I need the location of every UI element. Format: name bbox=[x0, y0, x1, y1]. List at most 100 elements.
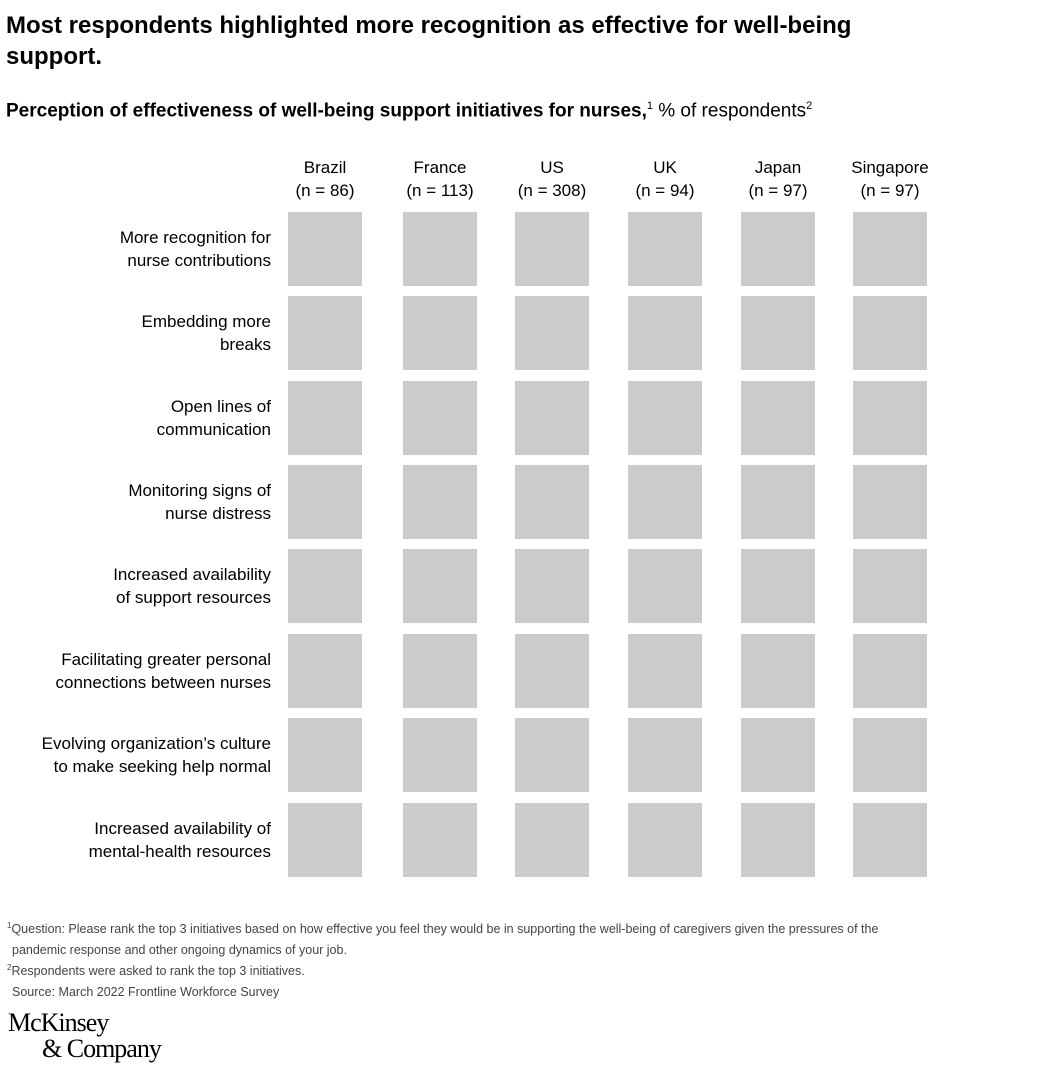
heatmap-cell bbox=[741, 465, 815, 539]
sample-size-label: (n = 94) bbox=[635, 181, 695, 200]
heatmap-cell bbox=[515, 549, 589, 623]
heatmap-cell bbox=[853, 549, 927, 623]
heatmap-cell bbox=[628, 549, 702, 623]
footnote: 2Respondents were asked to rank the top … bbox=[7, 959, 1052, 980]
column-header: Singapore (n = 97) bbox=[835, 156, 945, 202]
column-header: Japan (n = 97) bbox=[723, 156, 833, 202]
heatmap-cell bbox=[288, 296, 362, 370]
sample-size-label: (n = 308) bbox=[517, 181, 587, 200]
logo-line-2: & Company bbox=[42, 1034, 162, 1063]
footnote-text: pandemic response and other ongoing dyna… bbox=[12, 943, 347, 958]
heatmap-cell bbox=[741, 549, 815, 623]
heatmap-cell bbox=[628, 465, 702, 539]
heatmap-cell bbox=[403, 212, 477, 286]
footnote: pandemic response and other ongoing dyna… bbox=[7, 938, 1052, 959]
footnotes: 1Question: Please rank the top 3 initiat… bbox=[7, 917, 1052, 1002]
heatmap-cell bbox=[853, 634, 927, 708]
row-label-line: nurse contributions bbox=[127, 251, 271, 270]
heatmap-cell bbox=[515, 212, 589, 286]
heatmap-cell bbox=[741, 634, 815, 708]
heatmap-cell bbox=[288, 634, 362, 708]
row-label-line: Increased availability of bbox=[94, 819, 271, 838]
row-label-line: Open lines of bbox=[170, 397, 271, 416]
row-label-line: connections between nurses bbox=[55, 673, 271, 692]
footnote-ref-2: 2 bbox=[806, 100, 813, 112]
row-label-line: Embedding more bbox=[141, 312, 271, 331]
footnote-text: Source: March 2022 Frontline Workforce S… bbox=[12, 985, 280, 1000]
heatmap-cell bbox=[628, 803, 702, 877]
country-label: France bbox=[413, 158, 467, 177]
heatmap-cell bbox=[741, 803, 815, 877]
row-label-line: communication bbox=[156, 420, 271, 439]
column-header: UK (n = 94) bbox=[610, 156, 720, 202]
row-label: More recognition for nurse contributions bbox=[0, 226, 271, 272]
chart-title: Most respondents highlighted more recogn… bbox=[6, 12, 852, 70]
chart-subtitle: Perception of effectiveness of well-bein… bbox=[6, 100, 812, 122]
footnote-ref-1: 1 bbox=[646, 100, 653, 112]
heatmap-cell bbox=[288, 212, 362, 286]
heatmap-cell bbox=[741, 381, 815, 455]
heatmap-cell bbox=[853, 296, 927, 370]
heatmap-cell bbox=[515, 634, 589, 708]
subtitle-main: Perception of effectiveness of well-bein… bbox=[6, 100, 647, 122]
heatmap-cell bbox=[628, 634, 702, 708]
heatmap-cell bbox=[741, 212, 815, 286]
sample-size-label: (n = 113) bbox=[406, 181, 474, 200]
heatmap-cell bbox=[628, 296, 702, 370]
heatmap-cell bbox=[853, 381, 927, 455]
heatmap-cell bbox=[403, 381, 477, 455]
row-label: Monitoring signs of nurse distress bbox=[0, 479, 271, 525]
heatmap-cell bbox=[403, 296, 477, 370]
mckinsey-logo: McKinsey & Company bbox=[8, 1008, 162, 1063]
heatmap-cell bbox=[288, 803, 362, 877]
row-label-line: nurse distress bbox=[165, 504, 271, 523]
subtitle-unit: % of respondents bbox=[652, 100, 807, 122]
heatmap-cell bbox=[853, 212, 927, 286]
row-label-line: Evolving organization’s culture bbox=[41, 734, 271, 753]
country-label: Brazil bbox=[303, 158, 347, 177]
row-label: Increased availability of support resourc… bbox=[0, 563, 271, 609]
heatmap-cell bbox=[288, 381, 362, 455]
row-label: Evolving organization’s culture to make s… bbox=[0, 732, 271, 778]
row-label-line: breaks bbox=[219, 335, 271, 354]
heatmap-cell bbox=[515, 381, 589, 455]
row-label: Open lines of communication bbox=[0, 395, 271, 441]
country-label: US bbox=[540, 158, 564, 177]
row-label-line: Increased availability bbox=[113, 565, 271, 584]
footnote-text: Question: Please rank the top 3 initiati… bbox=[11, 922, 879, 937]
row-label-line: of support resources bbox=[116, 588, 271, 607]
sample-size-label: (n = 97) bbox=[748, 181, 808, 200]
column-header: France (n = 113) bbox=[385, 156, 495, 202]
footnote-marker: 2 bbox=[7, 963, 12, 973]
country-label: Japan bbox=[754, 158, 802, 177]
footnote-text: Respondents were asked to rank the top 3… bbox=[11, 964, 305, 979]
column-header: US (n = 308) bbox=[497, 156, 607, 202]
heatmap-cell bbox=[853, 718, 927, 792]
heatmap-cell bbox=[853, 465, 927, 539]
row-label: Facilitating greater personal connections… bbox=[0, 648, 271, 694]
footnote-marker: 1 bbox=[7, 921, 12, 930]
heatmap-cell bbox=[628, 212, 702, 286]
sample-size-label: (n = 97) bbox=[860, 181, 920, 200]
row-label-line: Facilitating greater personal bbox=[61, 650, 271, 669]
column-header: Brazil (n = 86) bbox=[270, 156, 380, 202]
heatmap-cell bbox=[403, 718, 477, 792]
country-label: UK bbox=[653, 158, 677, 177]
heatmap-cell bbox=[288, 549, 362, 623]
heatmap-cell bbox=[628, 718, 702, 792]
heatmap-cell bbox=[515, 465, 589, 539]
heatmap-cell bbox=[515, 803, 589, 877]
row-label: Increased availability of mental-health r… bbox=[0, 817, 271, 863]
heatmap-cell bbox=[741, 296, 815, 370]
row-label: Embedding more breaks bbox=[0, 310, 271, 356]
heatmap-cell bbox=[403, 465, 477, 539]
heatmap-cell bbox=[403, 634, 477, 708]
heatmap-cell bbox=[741, 718, 815, 792]
heatmap-cell bbox=[403, 549, 477, 623]
footnote: Source: March 2022 Frontline Workforce S… bbox=[7, 980, 1052, 1001]
country-label: Singapore bbox=[851, 158, 929, 177]
logo-line-1: McKinsey bbox=[8, 1008, 109, 1037]
row-label-line: Monitoring signs of bbox=[128, 481, 271, 500]
heatmap-cell bbox=[288, 718, 362, 792]
